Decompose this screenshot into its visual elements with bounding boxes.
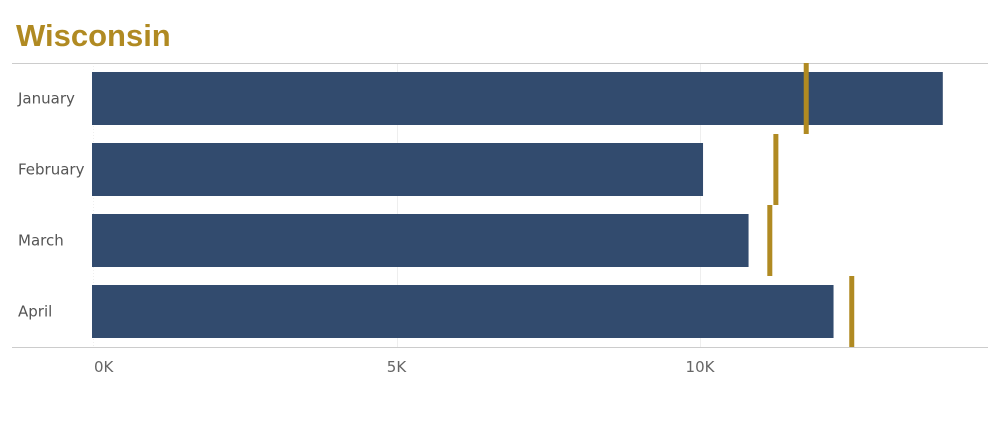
bar <box>92 72 943 125</box>
category-labels: January February March April <box>17 90 85 321</box>
chart-title: Wisconsin <box>16 18 171 53</box>
target-marks <box>767 63 855 347</box>
target-mark <box>803 63 809 134</box>
target-mark <box>773 134 779 205</box>
category-label: February <box>18 161 85 179</box>
x-tick-label: 5K <box>387 358 408 376</box>
target-mark <box>849 276 855 347</box>
category-label: April <box>18 303 52 321</box>
bar <box>92 143 704 196</box>
bar <box>92 285 834 338</box>
category-label: March <box>18 232 64 250</box>
x-tick-label: 0K <box>94 358 115 376</box>
x-tick-label: 10K <box>686 358 716 376</box>
category-label: January <box>17 90 75 108</box>
target-mark <box>767 205 773 276</box>
bars <box>92 72 943 338</box>
x-tick-labels: 0K 5K 10K <box>94 358 716 376</box>
bar <box>92 214 749 267</box>
